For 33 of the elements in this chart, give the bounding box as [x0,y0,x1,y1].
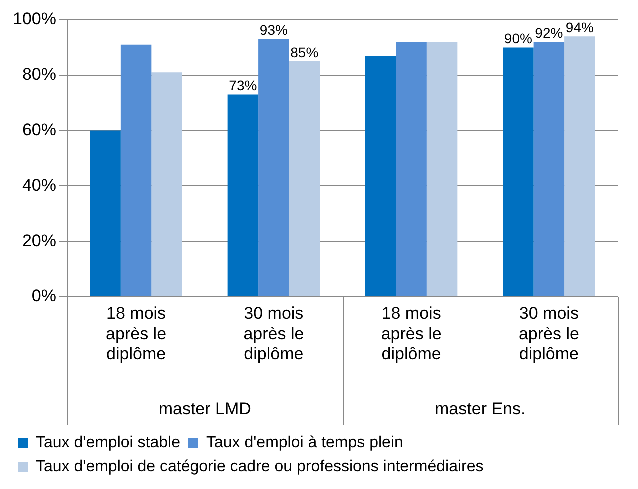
y-tick-label: 0% [32,286,56,306]
y-tick-label: 60% [22,120,56,140]
x-tick-label: 18 mois après le diplôme [381,304,442,364]
data-label: 90% [504,30,532,47]
bar [289,62,320,296]
legend-label: Taux d'emploi stable [36,434,181,452]
legend-label: Taux d'emploi de catégorie cadre ou professions intermédiaires [36,458,484,476]
data-label: 92% [535,25,564,42]
bar [564,36,596,296]
y-tick-label: 100% [12,10,56,29]
bar [228,94,259,296]
bar [152,72,182,296]
y-tick-label: 40% [22,176,56,195]
text: master Ens. [435,400,526,419]
bar [534,42,565,296]
bar [120,44,152,296]
legend-label: Taux d'emploi à temps plein [206,434,404,452]
y-tick-label: 80% [22,65,56,84]
data-label: 94% [566,19,594,36]
data-label: 85% [290,44,319,60]
x-tick-label: 18 mois après le diplôme [106,304,167,364]
x-tick-label: 30 mois après le diplôme [518,304,580,364]
bar [426,42,458,296]
data-label: 93% [260,22,288,38]
bar [90,130,121,296]
bar [365,56,396,296]
data-label: 73% [229,78,258,94]
bar [503,48,534,296]
x-tick-label: 30 mois après le diplôme [244,304,304,364]
y-tick-label: 20% [22,231,56,250]
text: master LMD [158,400,252,419]
bar [396,42,427,296]
bar [258,39,290,296]
